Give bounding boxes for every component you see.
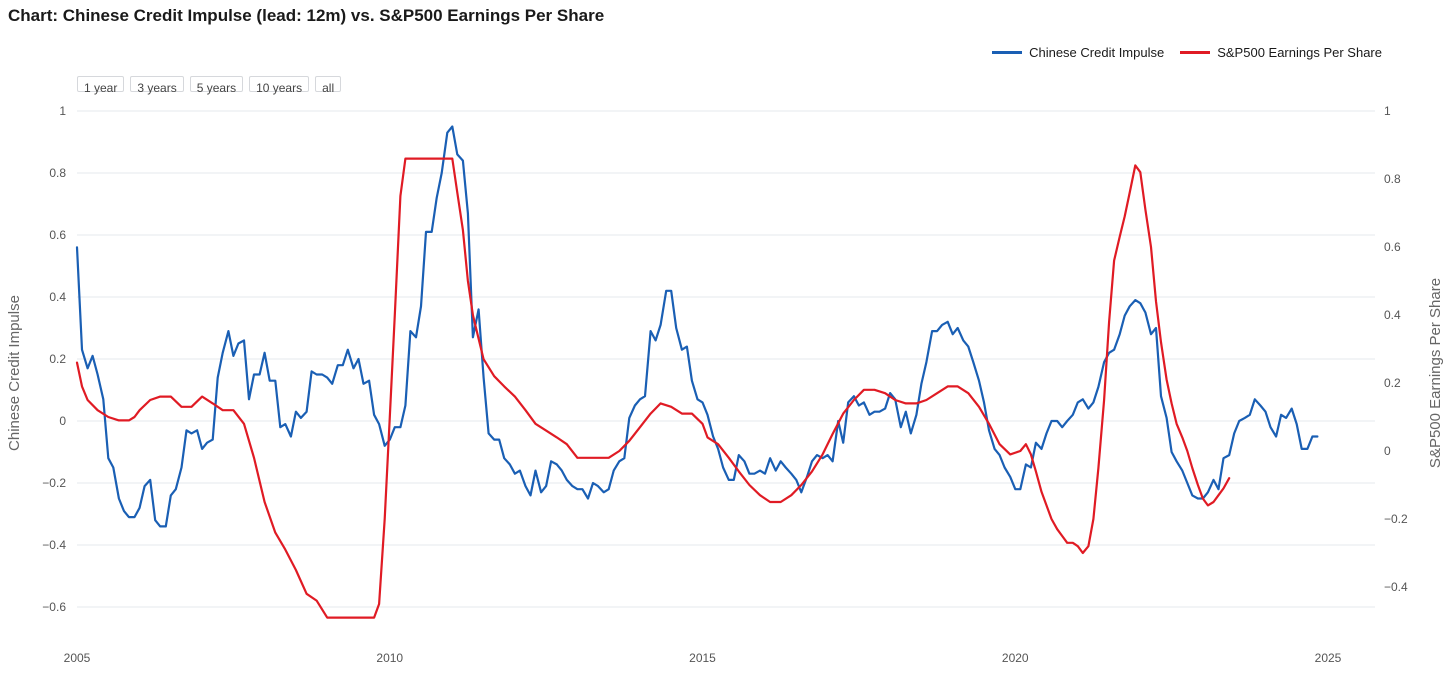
range-button-1-year[interactable]: 1 year [77,76,125,95]
legend-item-credit-impulse[interactable]: Chinese Credit Impulse [992,45,1164,60]
left-axis-ticks: 1 0.8 0.6 0.4 0.2 0 −0.2 −0.4 −0.6 [42,104,66,614]
x-tick-label: 2025 [1315,651,1342,665]
right-tick-label: 0.2 [1384,376,1401,390]
x-tick-label: 2015 [689,651,716,665]
right-tick-label: 0.4 [1384,308,1401,322]
right-tick-label: 1 [1384,104,1391,118]
range-selector: 1 year 3 years 5 years 10 years all [77,76,342,95]
legend: Chinese Credit Impulse S&P500 Earnings P… [992,45,1382,60]
range-button-3-years[interactable]: 3 years [130,76,184,95]
right-axis-ticks: 1 0.8 0.6 0.4 0.2 0 −0.2 −0.4 [1384,104,1408,594]
right-tick-label: −0.4 [1384,580,1408,594]
legend-swatch-credit-impulse [992,51,1023,54]
x-axis-ticks: 2005 2010 2015 2020 2025 [64,651,1342,665]
range-button-all[interactable]: all [315,76,342,95]
chart-title: Chart: Chinese Credit Impulse (lead: 12m… [8,6,605,25]
left-tick-label: 1 [59,104,66,118]
right-tick-label: 0.8 [1384,172,1401,186]
x-tick-label: 2010 [376,651,403,665]
right-axis-title: S&P500 Earnings Per Share [1427,278,1444,468]
credit-impulse-line [75,125,1319,528]
left-tick-label: −0.2 [42,476,66,490]
range-button-10-years[interactable]: 10 years [249,76,310,95]
right-tick-label: 0.6 [1384,240,1401,254]
sp500-eps-line [75,157,1231,619]
left-tick-label: 0.4 [49,290,66,304]
left-tick-label: 0 [59,414,66,428]
legend-label-credit-impulse: Chinese Credit Impulse [1029,45,1165,60]
legend-swatch-sp500-eps [1180,51,1211,54]
legend-label-sp500-eps: S&P500 Earnings Per Share [1217,45,1382,60]
right-tick-label: 0 [1384,444,1391,458]
x-tick-label: 2005 [64,651,91,665]
left-tick-label: 0.6 [49,228,66,242]
left-tick-label: 0.8 [49,166,66,180]
x-tick-label: 2020 [1002,651,1029,665]
left-tick-label: −0.4 [42,538,66,552]
legend-item-sp500-eps[interactable]: S&P500 Earnings Per Share [1180,45,1382,60]
left-tick-label: 0.2 [49,352,66,366]
right-tick-label: −0.2 [1384,512,1408,526]
left-axis-title: Chinese Credit Impulse [6,295,23,451]
grid-lines [77,110,1375,608]
left-tick-label: −0.6 [42,600,66,614]
range-button-5-years[interactable]: 5 years [189,76,244,95]
series-lines [75,125,1319,619]
